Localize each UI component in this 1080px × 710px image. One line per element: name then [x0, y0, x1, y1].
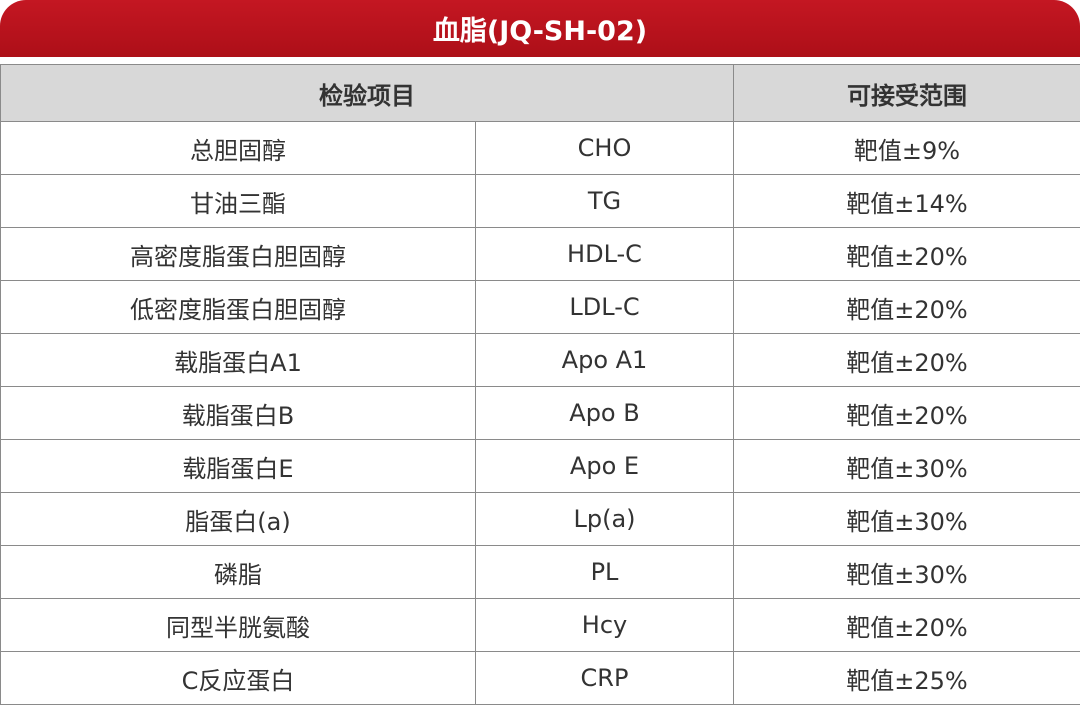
cell-code: Lp(a) — [475, 492, 734, 546]
cell-name: 脂蛋白(a) — [0, 492, 476, 546]
cell-code: Hcy — [475, 598, 734, 652]
cell-code: Apo A1 — [475, 333, 734, 387]
table-row: 载脂蛋白E Apo E 靶值±30% — [0, 439, 1080, 493]
cell-code: LDL-C — [475, 280, 734, 334]
table-row: 磷脂 PL 靶值±30% — [0, 545, 1080, 599]
cell-range: 靶值±20% — [733, 280, 1080, 334]
cell-code: Apo B — [475, 386, 734, 440]
cell-range: 靶值±30% — [733, 545, 1080, 599]
table-row: 脂蛋白(a) Lp(a) 靶值±30% — [0, 492, 1080, 546]
cell-range: 靶值±9% — [733, 121, 1080, 175]
table-row: 同型半胱氨酸 Hcy 靶值±20% — [0, 598, 1080, 652]
cell-code: CHO — [475, 121, 734, 175]
cell-name: C反应蛋白 — [0, 651, 476, 705]
cell-code: HDL-C — [475, 227, 734, 281]
table-row: C反应蛋白 CRP 靶值±25% — [0, 651, 1080, 705]
cell-name: 磷脂 — [0, 545, 476, 599]
table-title-banner: 血脂(JQ-SH-02) — [0, 0, 1080, 57]
cell-range: 靶值±30% — [733, 439, 1080, 493]
header-item: 检验项目 — [0, 64, 734, 122]
cell-name: 低密度脂蛋白胆固醇 — [0, 280, 476, 334]
cell-name: 同型半胱氨酸 — [0, 598, 476, 652]
header-row: 检验项目 可接受范围 — [0, 64, 1080, 122]
cell-name: 甘油三酯 — [0, 174, 476, 228]
cell-name: 载脂蛋白B — [0, 386, 476, 440]
cell-name: 载脂蛋白E — [0, 439, 476, 493]
table-title: 血脂(JQ-SH-02) — [432, 16, 648, 47]
table-row: 载脂蛋白A1 Apo A1 靶值±20% — [0, 333, 1080, 387]
table-row: 总胆固醇 CHO 靶值±9% — [0, 121, 1080, 175]
cell-code: TG — [475, 174, 734, 228]
cell-range: 靶值±20% — [733, 598, 1080, 652]
table-row: 载脂蛋白B Apo B 靶值±20% — [0, 386, 1080, 440]
cell-range: 靶值±14% — [733, 174, 1080, 228]
cell-code: PL — [475, 545, 734, 599]
table-row: 高密度脂蛋白胆固醇 HDL-C 靶值±20% — [0, 227, 1080, 281]
cell-code: CRP — [475, 651, 734, 705]
lipid-table: 检验项目 可接受范围 总胆固醇 CHO 靶值±9% 甘油三酯 TG 靶值±14% 高密度脂蛋… — [0, 64, 1080, 705]
cell-code: Apo E — [475, 439, 734, 493]
cell-name: 高密度脂蛋白胆固醇 — [0, 227, 476, 281]
header-range: 可接受范围 — [733, 64, 1080, 122]
table-row: 甘油三酯 TG 靶值±14% — [0, 174, 1080, 228]
cell-name: 总胆固醇 — [0, 121, 476, 175]
cell-range: 靶值±25% — [733, 651, 1080, 705]
cell-range: 靶值±30% — [733, 492, 1080, 546]
cell-range: 靶值±20% — [733, 386, 1080, 440]
cell-name: 载脂蛋白A1 — [0, 333, 476, 387]
cell-range: 靶值±20% — [733, 333, 1080, 387]
table-row: 低密度脂蛋白胆固醇 LDL-C 靶值±20% — [0, 280, 1080, 334]
cell-range: 靶值±20% — [733, 227, 1080, 281]
